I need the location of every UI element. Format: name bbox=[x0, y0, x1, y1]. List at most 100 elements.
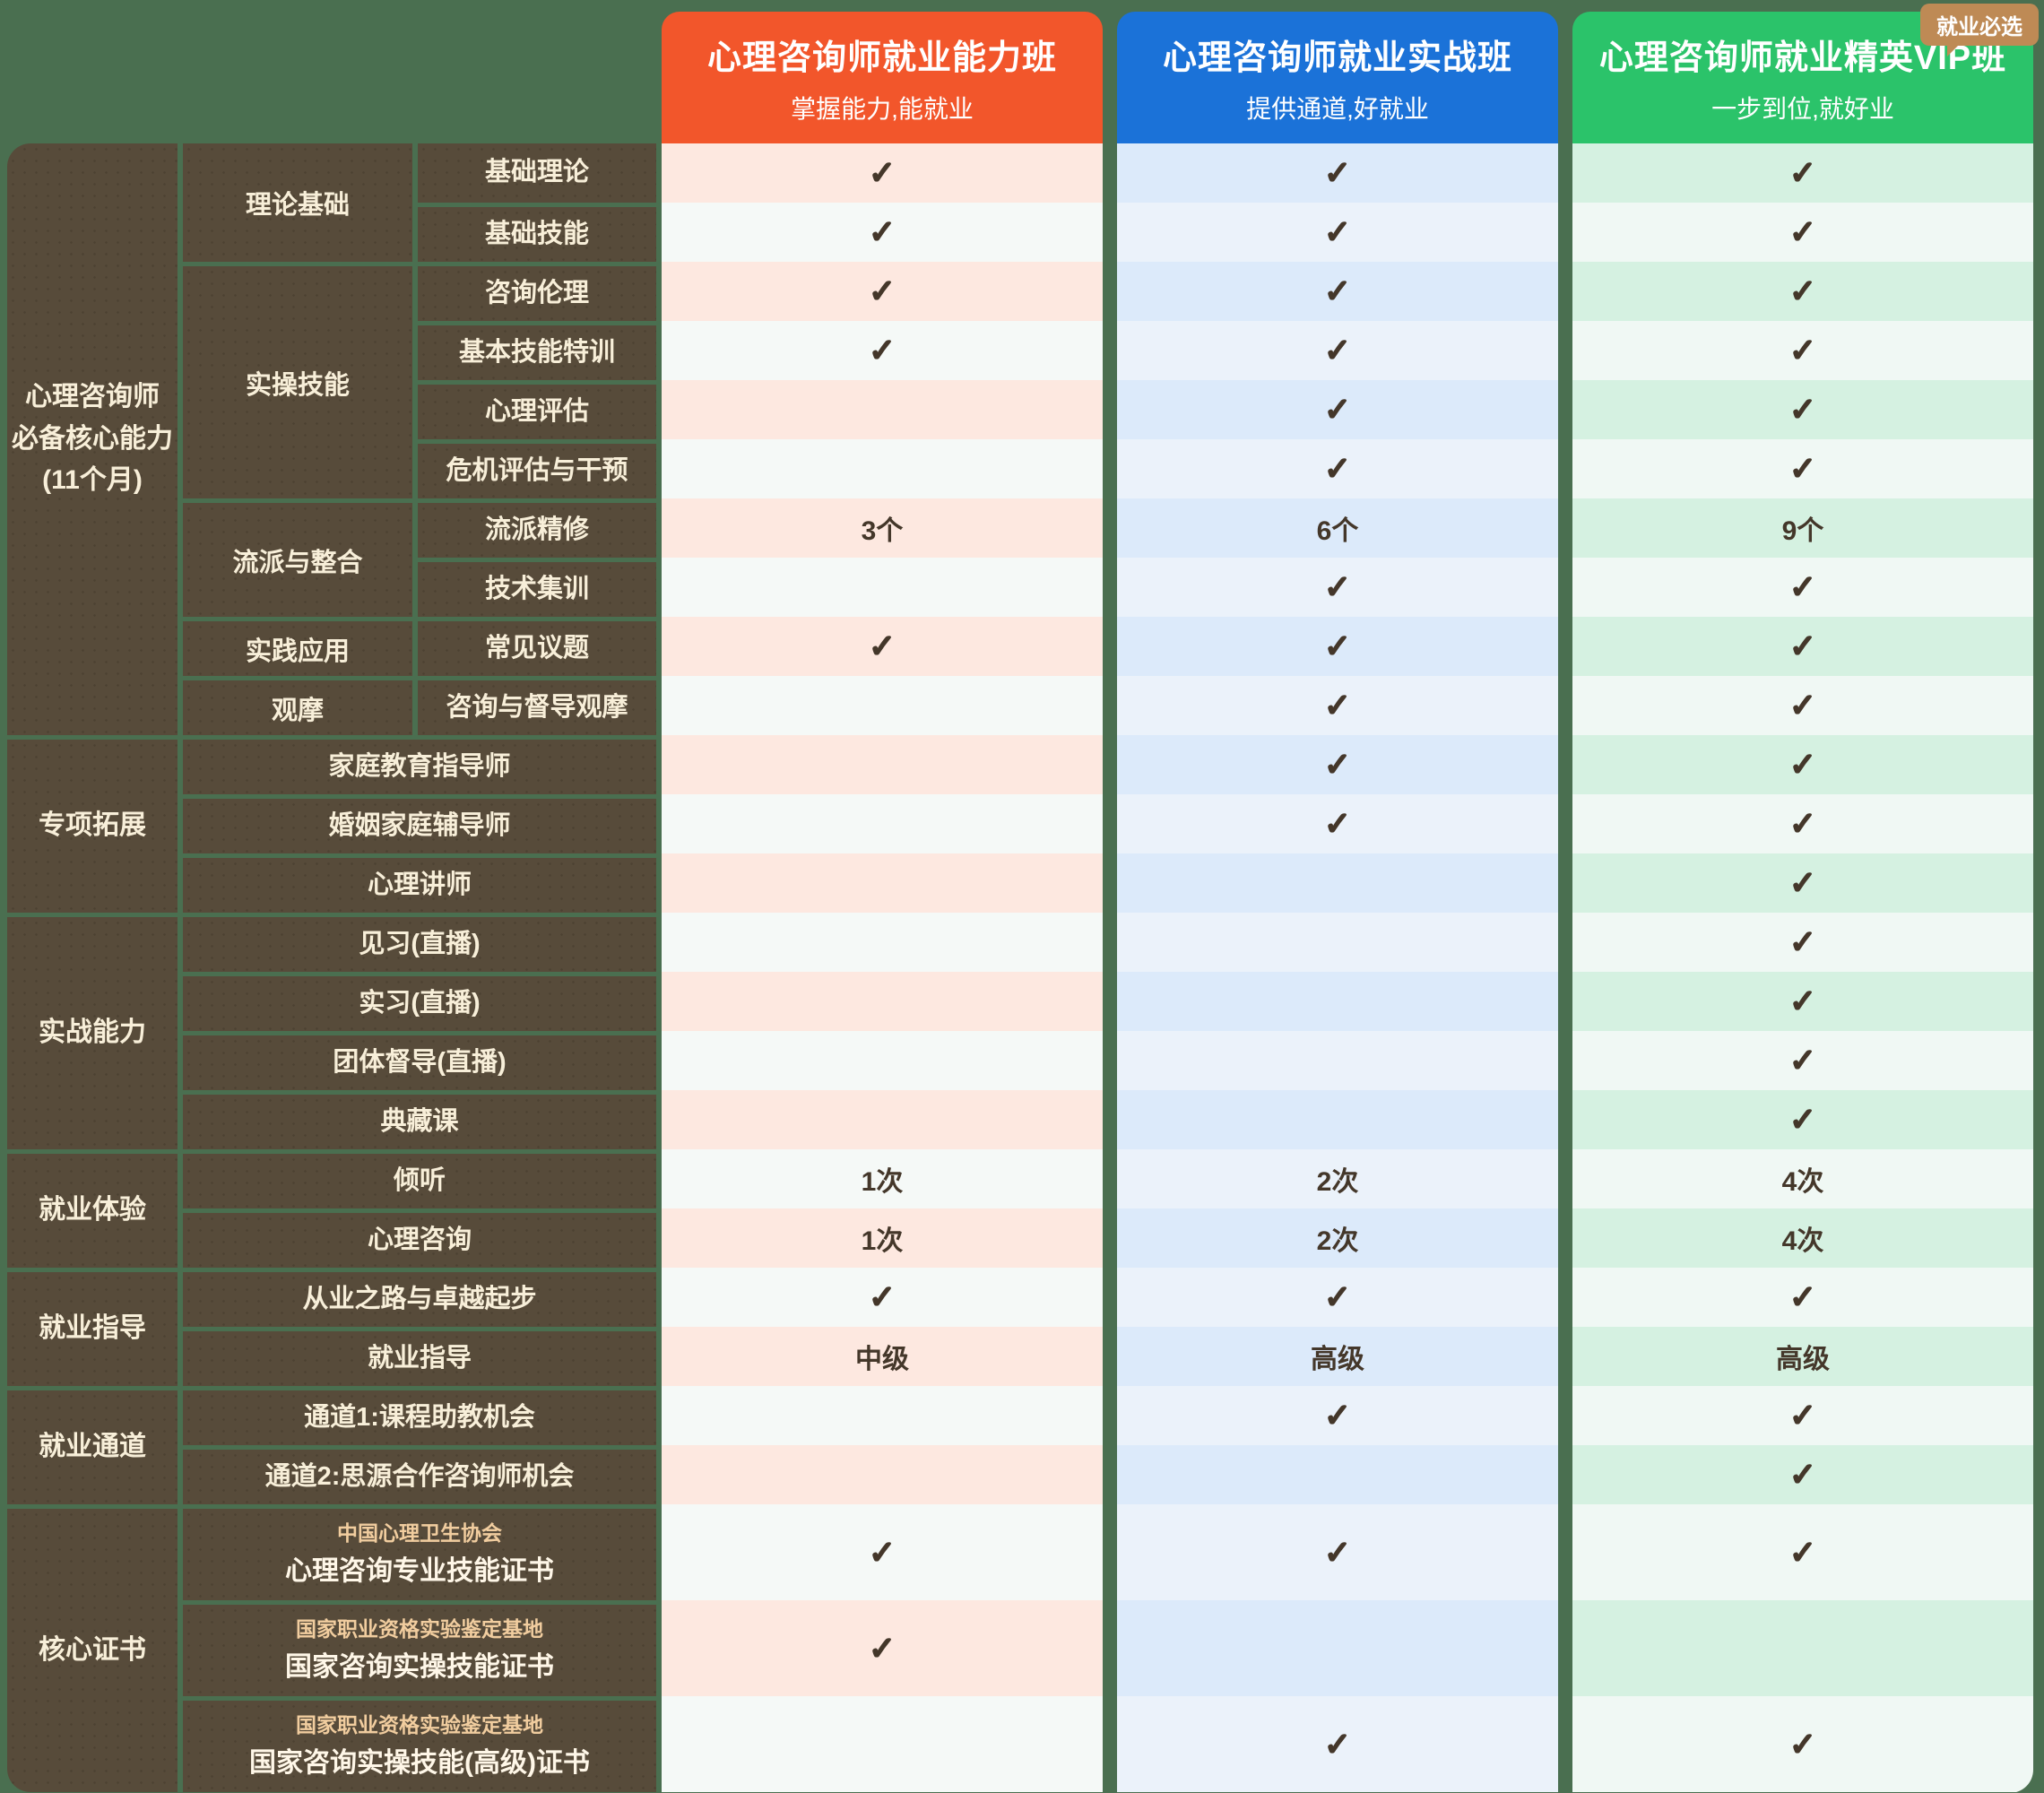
row-label: 通道2:思源合作咨询师机会 bbox=[264, 1461, 575, 1491]
value-cell: ✓ bbox=[1572, 1268, 2033, 1327]
row-label: 技术集训 bbox=[484, 574, 589, 603]
value-cell: ✓ bbox=[662, 1600, 1103, 1696]
value-text: 2次 bbox=[1316, 1226, 1359, 1256]
value-cell bbox=[662, 1445, 1103, 1504]
check-icon: ✓ bbox=[868, 273, 896, 310]
value-cell bbox=[1117, 1600, 1558, 1696]
check-icon: ✓ bbox=[1788, 450, 1817, 488]
value-cell bbox=[1572, 1600, 2033, 1696]
check-icon: ✓ bbox=[1323, 213, 1352, 251]
certificate-issuer-label: 中国心理卫生协会 bbox=[337, 1520, 502, 1545]
check-icon: ✓ bbox=[1323, 687, 1352, 724]
row-label-cell: 常见议题 bbox=[412, 617, 656, 676]
value-cell: ✓ bbox=[1572, 143, 2033, 203]
certificate-issuer-label: 国家职业资格实验鉴定基地 bbox=[296, 1712, 543, 1737]
row-label-cell: 团体督导(直播) bbox=[178, 1031, 656, 1090]
category-cell: 核心证书 bbox=[7, 1504, 178, 1792]
check-icon: ✓ bbox=[1788, 1533, 1817, 1571]
check-icon: ✓ bbox=[1788, 154, 1817, 192]
certificate-issuer-label: 国家职业资格实验鉴定基地 bbox=[296, 1616, 543, 1641]
check-icon: ✓ bbox=[868, 1278, 896, 1316]
check-icon: ✓ bbox=[1323, 1725, 1352, 1763]
check-icon: ✓ bbox=[1788, 983, 1817, 1020]
value-cell: 2次 bbox=[1117, 1149, 1558, 1208]
value-cell: ✓ bbox=[662, 203, 1103, 262]
group-label: 观摩 bbox=[271, 696, 324, 725]
row-label: 就业指导 bbox=[367, 1343, 472, 1373]
row-label-cell: 从业之路与卓越起步 bbox=[178, 1268, 656, 1327]
value-cell: ✓ bbox=[1572, 1696, 2033, 1792]
row-label: 见习(直播) bbox=[359, 929, 481, 958]
row-label-cell: 心理讲师 bbox=[178, 853, 656, 913]
row-label-cell: 流派精修 bbox=[412, 498, 656, 558]
check-icon: ✓ bbox=[1788, 628, 1817, 665]
value-cell: ✓ bbox=[1117, 558, 1558, 617]
value-text: 3个 bbox=[861, 516, 904, 546]
row-label: 家庭教育指导师 bbox=[328, 751, 511, 781]
group-cell: 观摩 bbox=[178, 676, 412, 735]
value-cell bbox=[1117, 1031, 1558, 1090]
value-cell bbox=[662, 1696, 1103, 1792]
check-icon: ✓ bbox=[1788, 746, 1817, 784]
value-cell bbox=[1117, 853, 1558, 913]
value-text: 1次 bbox=[861, 1226, 904, 1256]
value-cell: ✓ bbox=[1572, 794, 2033, 853]
category-label: 必备核心能力 bbox=[12, 423, 173, 454]
value-text: 高级 bbox=[1311, 1345, 1364, 1374]
value-cell: ✓ bbox=[1572, 735, 2033, 794]
check-icon: ✓ bbox=[1788, 1278, 1817, 1316]
group-cell: 理论基础 bbox=[178, 143, 412, 262]
value-cell: ✓ bbox=[1572, 262, 2033, 321]
row-label: 基础技能 bbox=[484, 219, 589, 248]
value-cell: 4次 bbox=[1572, 1149, 2033, 1208]
category-cell: 专项拓展 bbox=[7, 735, 178, 913]
row-label-cell: 咨询伦理 bbox=[412, 262, 656, 321]
value-text: 4次 bbox=[1781, 1167, 1824, 1197]
check-icon: ✓ bbox=[1788, 1725, 1817, 1763]
value-cell: ✓ bbox=[1117, 143, 1558, 203]
plan-subtitle: 一步到位,就好业 bbox=[1711, 95, 1894, 123]
value-cell: 1次 bbox=[662, 1149, 1103, 1208]
value-cell: ✓ bbox=[1117, 380, 1558, 439]
check-icon: ✓ bbox=[1788, 1397, 1817, 1434]
value-cell: 6个 bbox=[1117, 498, 1558, 558]
value-cell bbox=[662, 853, 1103, 913]
value-cell: ✓ bbox=[1117, 321, 1558, 380]
value-cell: ✓ bbox=[1572, 439, 2033, 498]
check-icon: ✓ bbox=[1788, 1456, 1817, 1494]
category-label: 就业通道 bbox=[39, 1432, 146, 1462]
value-cell bbox=[662, 1386, 1103, 1445]
plan-card-ability: 心理咨询师就业能力班 掌握能力,能就业 ✓ ✓ ✓ ✓ 3个 ✓ 1次 1次 ✓ 中级 ✓ ✓ bbox=[662, 12, 1103, 1793]
row-label-cell: 心理咨询 bbox=[178, 1208, 656, 1268]
check-icon: ✓ bbox=[868, 628, 896, 665]
value-cell: ✓ bbox=[662, 1268, 1103, 1327]
row-label: 心理讲师 bbox=[367, 870, 472, 899]
value-cell bbox=[662, 794, 1103, 853]
row-label-cell: 见习(直播) bbox=[178, 913, 656, 972]
row-label-cell: 咨询与督导观摩 bbox=[412, 676, 656, 735]
certificate-name-label: 国家咨询实操技能(高级)证书 bbox=[249, 1748, 590, 1779]
value-text: 4次 bbox=[1781, 1226, 1824, 1256]
category-label: 心理咨询师 bbox=[25, 382, 160, 412]
row-label: 心理评估 bbox=[484, 396, 589, 426]
row-label: 从业之路与卓越起步 bbox=[302, 1284, 537, 1313]
value-cell: 中级 bbox=[662, 1327, 1103, 1386]
value-cell bbox=[1117, 1090, 1558, 1149]
row-label-cell: 技术集训 bbox=[412, 558, 656, 617]
value-cell bbox=[662, 735, 1103, 794]
row-label: 心理咨询 bbox=[367, 1225, 472, 1254]
row-label: 典藏课 bbox=[380, 1106, 459, 1136]
value-cell bbox=[1117, 1445, 1558, 1504]
value-cell bbox=[1117, 913, 1558, 972]
value-cell bbox=[662, 439, 1103, 498]
value-cell: ✓ bbox=[662, 321, 1103, 380]
value-cell: ✓ bbox=[1117, 1504, 1558, 1600]
plan-body: ✓ ✓ ✓ ✓ ✓ ✓ 9个 ✓ ✓ ✓ ✓ ✓ ✓ ✓ ✓ ✓ ✓ 4次 4次 ✓ 高级 ✓ ✓ ✓ ✓ bbox=[1572, 143, 2033, 1792]
value-cell: ✓ bbox=[1117, 262, 1558, 321]
check-icon: ✓ bbox=[1323, 154, 1352, 192]
check-icon: ✓ bbox=[1323, 1397, 1352, 1434]
value-cell: ✓ bbox=[1572, 558, 2033, 617]
check-icon: ✓ bbox=[868, 154, 896, 192]
check-icon: ✓ bbox=[1323, 1533, 1352, 1571]
category-label: 核心证书 bbox=[39, 1634, 146, 1665]
